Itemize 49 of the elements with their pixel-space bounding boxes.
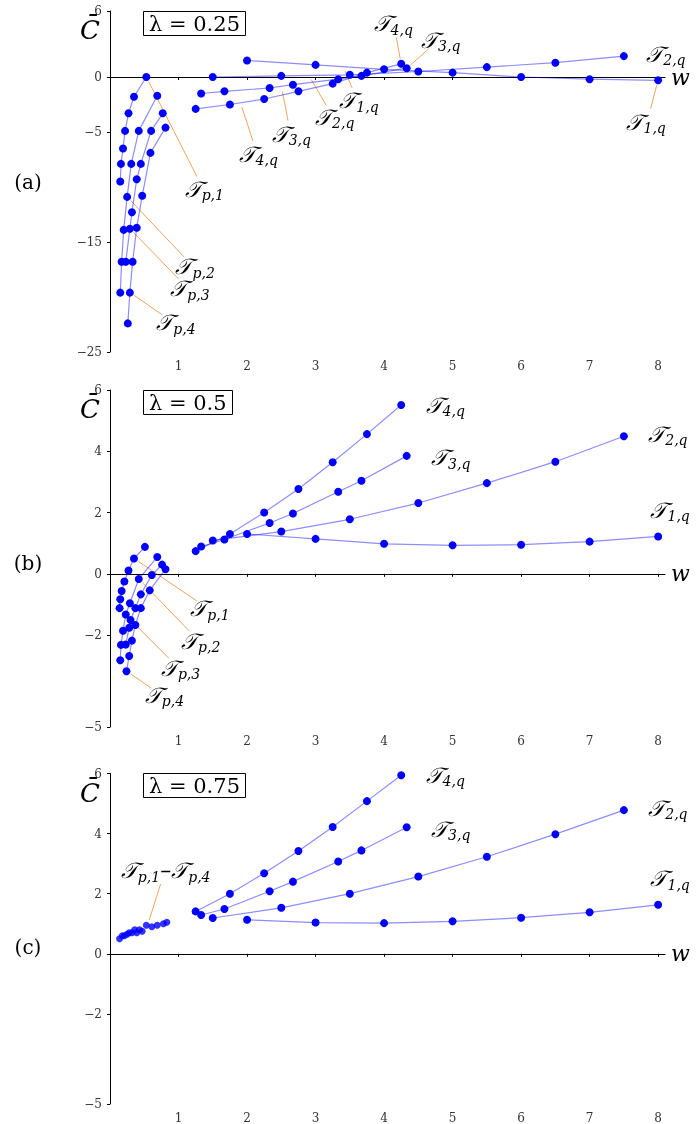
x-tick-label: 8 xyxy=(654,359,662,373)
chart-title: λ = 0.25 xyxy=(149,11,241,36)
x-tick-label: 1 xyxy=(174,734,183,748)
y-tick-label: −5 xyxy=(84,720,102,734)
y-tick-label: 0 xyxy=(94,70,102,84)
y-tick-label: 4 xyxy=(94,826,103,841)
x-tick-label: 5 xyxy=(448,734,457,748)
y-tick-label: −2 xyxy=(84,1006,102,1021)
x-tick-label: 3 xyxy=(311,1111,320,1124)
text: (b) xyxy=(13,550,43,575)
y-tick-label: −15 xyxy=(76,235,102,249)
x-tick-label: 4 xyxy=(380,734,389,748)
x-tick-label: 6 xyxy=(517,359,525,373)
x-tick-label: 8 xyxy=(654,1111,662,1124)
x-axis-title: w xyxy=(671,941,690,967)
x-tick-label: 1 xyxy=(174,359,183,373)
x-tick-label: 8 xyxy=(654,734,662,748)
x-tick-label: 7 xyxy=(585,734,594,748)
x-axis-title: w xyxy=(671,561,690,587)
x-tick-label: 4 xyxy=(380,1111,389,1124)
y-tick-label: −2 xyxy=(84,628,102,643)
x-tick-label: 6 xyxy=(517,1111,525,1124)
y-tick-label: −25 xyxy=(76,345,102,359)
y-axis-title: C̄ xyxy=(80,14,101,45)
x-tick-label: 4 xyxy=(380,359,389,373)
y-tick-label: 4 xyxy=(94,444,103,459)
chart-title: λ = 0.75 xyxy=(149,773,241,798)
x-tick-label: 5 xyxy=(448,359,457,373)
x-tick-label: 2 xyxy=(243,734,251,748)
chart-title: λ = 0.5 xyxy=(149,390,227,415)
text: (c) xyxy=(14,934,42,959)
x-tick-label: 7 xyxy=(585,1111,594,1124)
x-tick-label: 7 xyxy=(585,359,594,373)
y-tick-label: 0 xyxy=(94,566,102,581)
y-axis-title: C̄ xyxy=(80,776,101,808)
x-tick-label: 3 xyxy=(311,734,320,748)
y-tick-label: 0 xyxy=(94,946,102,961)
x-tick-label: 2 xyxy=(243,1111,251,1124)
y-tick-label: −5 xyxy=(84,125,102,139)
y-tick-label: 2 xyxy=(94,886,102,901)
y-tick-label: −5 xyxy=(84,1097,102,1111)
x-tick-label: 1 xyxy=(174,1111,183,1124)
x-tick-label: 2 xyxy=(243,359,251,373)
text: (a) xyxy=(14,169,42,194)
x-tick-label: 3 xyxy=(311,359,320,373)
x-tick-label: 5 xyxy=(448,1111,457,1124)
y-axis-title: C̄ xyxy=(80,393,101,424)
x-tick-label: 6 xyxy=(517,734,525,748)
y-tick-label: 2 xyxy=(94,505,102,520)
